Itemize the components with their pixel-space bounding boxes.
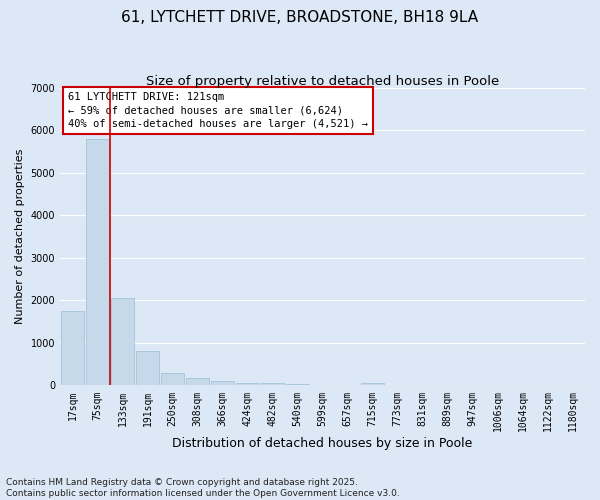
Bar [211,381,234,386]
Bar [136,352,159,386]
Y-axis label: Number of detached properties: Number of detached properties [15,149,25,324]
Title: Size of property relative to detached houses in Poole: Size of property relative to detached ho… [146,75,499,88]
Text: 61, LYTCHETT DRIVE, BROADSTONE, BH18 9LA: 61, LYTCHETT DRIVE, BROADSTONE, BH18 9LA [121,10,479,25]
Bar [286,384,309,386]
Bar [311,384,334,386]
Bar [61,311,84,386]
Bar [186,378,209,386]
Bar [111,298,134,386]
Bar [86,139,109,386]
Bar [336,385,359,386]
Bar [236,382,259,386]
X-axis label: Distribution of detached houses by size in Poole: Distribution of detached houses by size … [172,437,473,450]
Text: 61 LYTCHETT DRIVE: 121sqm
← 59% of detached houses are smaller (6,624)
40% of se: 61 LYTCHETT DRIVE: 121sqm ← 59% of detac… [68,92,368,129]
Bar [161,372,184,386]
Bar [261,384,284,386]
Text: Contains HM Land Registry data © Crown copyright and database right 2025.
Contai: Contains HM Land Registry data © Crown c… [6,478,400,498]
Bar [361,383,384,386]
